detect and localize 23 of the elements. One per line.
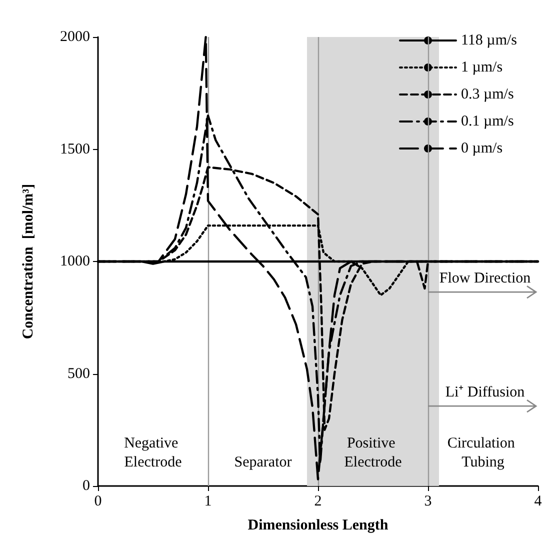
- y-tick-label: 0: [82, 478, 90, 494]
- x-tick-label: 3: [424, 494, 432, 510]
- annotation: Separator: [234, 454, 292, 470]
- x-axis-title: Dimensionless Length: [248, 518, 389, 534]
- x-tick-label: 4: [534, 494, 542, 510]
- legend-label: 118 µm/s: [460, 32, 518, 48]
- legend-label: 1 µm/s: [460, 60, 503, 76]
- y-tick-label: 1000: [60, 254, 90, 270]
- annotation: Circulation Tubing: [447, 436, 519, 470]
- annotation: Positive Electrode: [344, 436, 402, 470]
- y-tick-label: 1500: [60, 141, 90, 158]
- x-tick-label: 1: [204, 494, 212, 510]
- x-tick-label: 0: [94, 494, 102, 510]
- legend-label: 0.1 µm/s: [460, 114, 514, 130]
- annotation: Negative Electrode: [124, 436, 182, 470]
- annotation: Flow Direction: [439, 270, 532, 287]
- annotation: Li⁺ Diffusion: [445, 384, 526, 401]
- x-tick-label: 2: [314, 494, 322, 510]
- y-axis-title: Concentration [mol/m³]: [20, 184, 36, 340]
- legend-label: 0.3 µm/s: [460, 86, 514, 102]
- legend-label: 0 µm/s: [460, 140, 503, 156]
- y-tick-label: 500: [68, 366, 90, 382]
- y-tick-label: 2000: [60, 29, 90, 45]
